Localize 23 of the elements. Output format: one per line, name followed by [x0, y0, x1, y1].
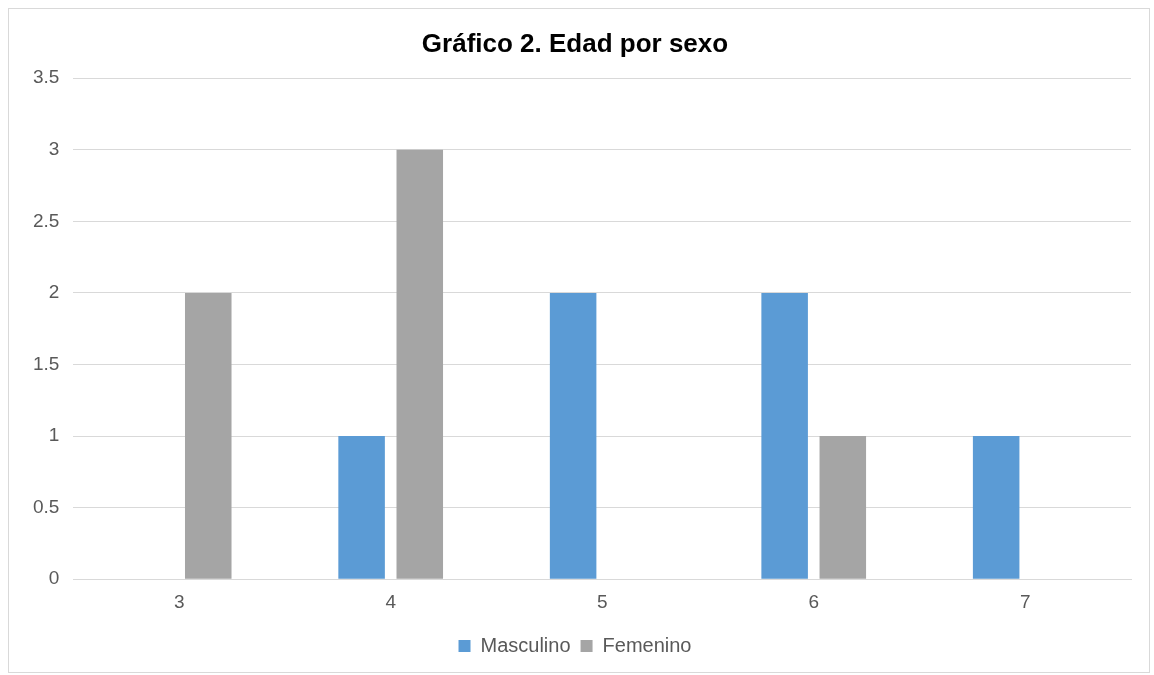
- y-tick-label: 0.5: [32, 495, 60, 517]
- y-tick-label: 3.5: [32, 66, 60, 88]
- y-tick-label: 3: [48, 138, 60, 160]
- bar: [549, 292, 597, 579]
- y-tick-label: 2: [48, 281, 60, 303]
- y-tick-label: 0: [48, 567, 60, 589]
- bar: [819, 436, 867, 579]
- x-tick-label: 5: [596, 590, 608, 612]
- y-tick-label: 1: [48, 424, 60, 446]
- y-tick-label: 2.5: [32, 209, 60, 231]
- x-tick-label: 6: [808, 590, 820, 612]
- x-tick-label: 7: [1019, 590, 1031, 612]
- x-tick-label: 3: [173, 590, 185, 612]
- chart-title: Gráfico 2. Edad por sexo: [421, 27, 729, 58]
- bar: [184, 292, 232, 579]
- bar: [761, 292, 808, 579]
- bar: [338, 436, 385, 579]
- x-tick-label: 4: [385, 590, 397, 612]
- legend-label: Femenino: [602, 633, 692, 656]
- y-tick-label: 1.5: [32, 352, 60, 374]
- legend-label: Masculino: [480, 633, 571, 656]
- bar: [972, 436, 1020, 579]
- bar: [396, 149, 444, 579]
